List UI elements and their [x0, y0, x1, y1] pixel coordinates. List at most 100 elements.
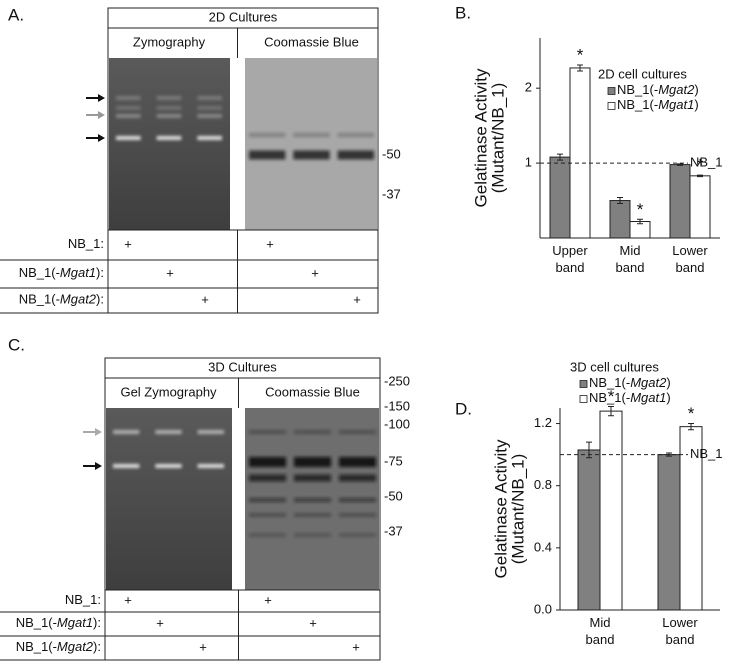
panel-label: D. [455, 399, 472, 418]
gel-band [197, 114, 222, 118]
legend-swatch [579, 395, 588, 403]
plus-mark: + [266, 236, 274, 251]
plus-mark: + [124, 592, 132, 607]
gel-band [294, 474, 331, 482]
gel-band [197, 430, 224, 434]
error-bar [677, 163, 683, 166]
gel-band [293, 150, 330, 160]
error-bar [637, 218, 643, 225]
error-bar [577, 64, 583, 72]
gel-band [294, 457, 331, 467]
zymography-image [106, 408, 232, 590]
gel-band [197, 96, 222, 100]
plus-mark: + [264, 592, 272, 607]
bar [599, 410, 623, 611]
gel-band [113, 464, 140, 468]
legend-title: 2D cell cultures [598, 66, 687, 81]
error-bar [688, 423, 694, 431]
y-tick-label: 1.2 [534, 415, 552, 430]
gel-band [249, 457, 286, 467]
plus-mark: + [309, 615, 317, 630]
gel-band [294, 513, 331, 517]
error-bar [617, 197, 623, 205]
plus-mark: + [201, 292, 209, 307]
row-label: NB_1(-Mgat1): [16, 615, 101, 630]
reference-label: NB_1 [690, 446, 723, 461]
reference-label: NB_1 [690, 155, 723, 170]
x-tick-label: Lower band [662, 615, 698, 647]
gel-band [116, 136, 141, 140]
significance-mark: * [688, 404, 695, 423]
y-tick-label: 2 [525, 80, 532, 95]
y-axis-label: (Mutant/NB_1) [508, 454, 527, 565]
panel-label: B. [455, 3, 471, 22]
row-label: NB_1(-Mgat2): [16, 639, 101, 654]
gel-column-title: Gel Zymography [120, 384, 217, 399]
legend-entry: NB_1(-Mgat1) [589, 390, 671, 405]
gel-band [156, 96, 182, 100]
gel-band [249, 430, 286, 434]
y-tick-label: 1 [525, 155, 532, 170]
gel-band [293, 133, 330, 137]
size-marker: -37 [384, 523, 403, 538]
gel-header: 2D Cultures [209, 9, 278, 24]
row-label-part: ): [93, 639, 101, 654]
gel-band [197, 136, 222, 140]
gel-band [197, 106, 222, 110]
x-tick-label: Mid band [616, 243, 645, 275]
gel-band [294, 430, 331, 434]
gel-band [156, 106, 182, 110]
gel-column-title: Coomassie Blue [264, 34, 359, 49]
row-label-part: Mgat1 [57, 615, 93, 630]
plus-mark: + [166, 265, 174, 280]
gel-band [155, 464, 182, 468]
legend-entry: NB_1(-Mgat1) [617, 97, 699, 112]
x-tick-label: Upper band [552, 243, 588, 275]
coomassie-image [245, 58, 377, 230]
y-axis-label: Gelatinase Activity [471, 68, 490, 207]
gel-band [337, 150, 374, 160]
row-label-part: NB_1(- [16, 639, 57, 654]
row-label-part: Mgat1 [60, 265, 96, 280]
significance-mark: * [577, 45, 584, 64]
bar [657, 454, 681, 611]
gel-band [337, 133, 374, 137]
error-bar [608, 405, 614, 417]
gel-band [113, 430, 140, 434]
x-tick-label: Mid band [586, 615, 615, 647]
gel-band [294, 533, 331, 537]
row-label: NB_1: [65, 592, 101, 607]
y-tick-label: 0.8 [534, 477, 552, 492]
arrow [98, 94, 105, 102]
row-label: NB_1(-Mgat1): [19, 265, 104, 280]
gel-band [249, 498, 286, 502]
bar [577, 449, 601, 611]
gel-band [339, 430, 376, 434]
plus-mark: + [156, 615, 164, 630]
plus-mark: + [311, 265, 319, 280]
plus-mark: + [124, 236, 132, 251]
arrow [95, 428, 102, 436]
gel-band [249, 133, 286, 137]
row-label-part: NB_1(- [19, 292, 60, 307]
gel-band [339, 513, 376, 517]
size-marker: -250 [384, 373, 410, 388]
y-tick-label: 0.4 [534, 539, 552, 554]
bar [689, 175, 711, 239]
legend-entry: NB_1(-Mgat2) [617, 82, 699, 97]
gel-band [116, 114, 141, 118]
plus-mark: + [353, 292, 361, 307]
bar [669, 164, 691, 239]
significance-mark: * [608, 387, 615, 406]
gel-band [116, 96, 141, 100]
legend-entry: NB_1(-Mgat2) [589, 375, 671, 390]
error-bar [697, 174, 703, 178]
row-label-part: ): [96, 292, 104, 307]
bar [549, 156, 571, 239]
gel-band [249, 513, 286, 517]
zymography-image [109, 58, 230, 230]
gel-column-title: Zymography [133, 34, 206, 49]
size-marker: -37 [382, 186, 401, 201]
row-label-part: ): [96, 265, 104, 280]
